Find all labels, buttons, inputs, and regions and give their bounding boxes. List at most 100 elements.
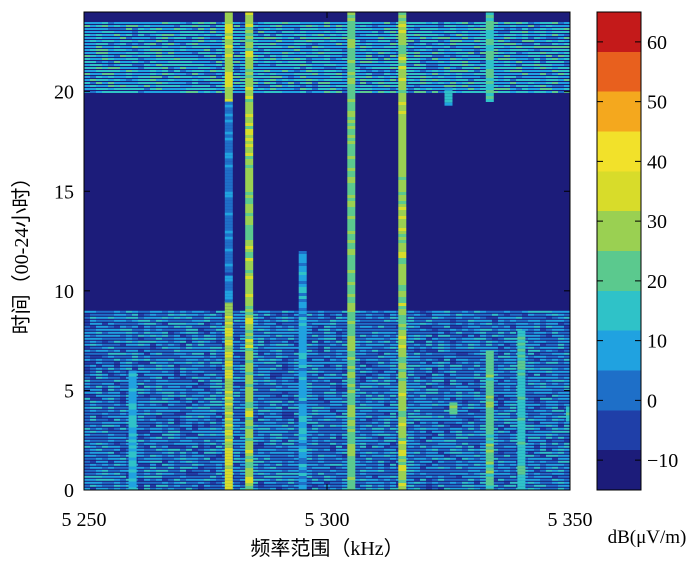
heatmap-cell bbox=[480, 325, 486, 328]
heatmap-cell bbox=[318, 400, 324, 403]
heatmap-cell bbox=[330, 481, 336, 484]
heatmap-cell bbox=[84, 22, 90, 24]
heatmap-cell bbox=[102, 409, 108, 412]
heatmap-cell bbox=[288, 370, 294, 373]
heatmap-cell bbox=[198, 364, 204, 367]
heatmap-cell bbox=[390, 352, 396, 355]
heatmap-cell bbox=[198, 445, 204, 448]
heatmap-cell bbox=[84, 412, 90, 415]
heatmap-cell bbox=[192, 412, 198, 415]
heatmap-cell bbox=[540, 316, 546, 319]
heatmap-cell bbox=[102, 442, 108, 445]
heatmap-cell bbox=[114, 412, 120, 415]
heatmap-cell bbox=[366, 316, 372, 319]
heatmap-cell bbox=[210, 337, 216, 340]
heatmap-cell bbox=[210, 373, 216, 376]
heatmap-cell bbox=[540, 466, 546, 469]
heatmap-cell bbox=[438, 22, 444, 24]
heatmap-cell bbox=[120, 385, 126, 388]
heatmap-cell bbox=[138, 487, 144, 490]
heatmap-cell bbox=[384, 427, 390, 430]
heatmap-cell bbox=[180, 445, 186, 448]
heatmap-cell bbox=[408, 394, 414, 397]
heatmap-cell bbox=[444, 328, 450, 331]
heatmap-cell bbox=[174, 451, 180, 454]
heatmap-cell bbox=[546, 322, 552, 325]
heatmap-cell bbox=[264, 331, 270, 334]
heatmap-cell bbox=[456, 436, 462, 439]
heatmap-cell bbox=[114, 484, 120, 487]
heatmap-cell bbox=[138, 430, 144, 433]
heatmap-cell bbox=[282, 325, 288, 328]
heatmap-cell bbox=[294, 370, 300, 373]
heatmap-cell bbox=[180, 454, 186, 457]
heatmap-cell bbox=[186, 469, 192, 472]
heatmap-cell bbox=[138, 340, 144, 343]
heatmap-cell bbox=[108, 391, 114, 394]
heatmap-cell bbox=[264, 379, 270, 382]
heatmap-cell bbox=[324, 385, 330, 388]
heatmap-cell bbox=[192, 364, 198, 367]
heatmap-cell bbox=[114, 481, 120, 484]
heatmap-cell bbox=[420, 382, 426, 385]
heatmap-cell bbox=[408, 457, 414, 460]
heatmap-cell bbox=[522, 322, 528, 325]
heatmap-cell bbox=[384, 358, 390, 361]
heatmap-cell bbox=[168, 373, 174, 376]
heatmap-cell bbox=[264, 460, 270, 463]
heatmap-cell bbox=[360, 421, 366, 424]
heatmap-cell bbox=[420, 448, 426, 451]
heatmap-cell bbox=[330, 394, 336, 397]
heatmap-cell bbox=[108, 430, 114, 433]
heatmap-cell bbox=[120, 346, 126, 349]
heatmap-cell bbox=[414, 337, 420, 340]
heatmap-cell bbox=[420, 454, 426, 457]
heatmap-cell bbox=[330, 457, 336, 460]
heatmap-cell bbox=[156, 442, 162, 445]
heatmap-cell bbox=[240, 466, 246, 469]
heatmap-cell bbox=[366, 409, 372, 412]
heatmap-cell bbox=[120, 415, 126, 418]
heatmap-cell bbox=[264, 364, 270, 367]
heatmap-cell bbox=[168, 349, 174, 352]
heatmap-cell bbox=[180, 313, 186, 316]
heatmap-cell bbox=[372, 373, 378, 376]
heatmap-cell bbox=[498, 481, 504, 484]
heatmap-cell bbox=[120, 394, 126, 397]
heatmap-cell bbox=[498, 319, 504, 322]
heatmap-cell bbox=[408, 409, 414, 412]
heatmap-cell bbox=[264, 412, 270, 415]
heatmap-cell bbox=[324, 334, 330, 337]
heatmap-cell bbox=[378, 346, 384, 349]
heatmap-cell bbox=[558, 316, 564, 319]
heatmap-cell bbox=[186, 436, 192, 439]
heatmap-cell bbox=[474, 388, 480, 391]
heatmap-cell bbox=[390, 349, 396, 352]
heatmap-cell bbox=[168, 343, 174, 346]
heatmap-cell bbox=[138, 25, 144, 27]
heatmap-cell bbox=[198, 400, 204, 403]
heatmap-cell bbox=[252, 373, 258, 376]
heatmap-cell bbox=[120, 487, 126, 490]
heatmap-cell bbox=[558, 442, 564, 445]
heatmap-cell bbox=[198, 487, 204, 490]
heatmap-cell bbox=[414, 22, 420, 24]
heatmap-cell bbox=[360, 379, 366, 382]
heatmap-cell bbox=[468, 400, 474, 403]
heatmap-cell bbox=[174, 448, 180, 451]
heatmap-cell bbox=[456, 379, 462, 382]
heatmap-cell bbox=[438, 460, 444, 463]
heatmap-cell bbox=[528, 331, 534, 334]
heatmap-cell bbox=[288, 25, 294, 27]
heatmap-cell bbox=[330, 454, 336, 457]
heatmap-cell bbox=[234, 343, 240, 346]
heatmap-cell bbox=[174, 406, 180, 409]
heatmap-cell bbox=[162, 472, 168, 475]
heatmap-cell bbox=[534, 487, 540, 490]
heatmap-cell bbox=[174, 388, 180, 391]
heatmap-cell bbox=[114, 460, 120, 463]
heatmap-cell bbox=[120, 352, 126, 355]
heatmap-cell bbox=[330, 352, 336, 355]
heatmap-cell bbox=[474, 316, 480, 319]
heatmap-cell bbox=[114, 331, 120, 334]
